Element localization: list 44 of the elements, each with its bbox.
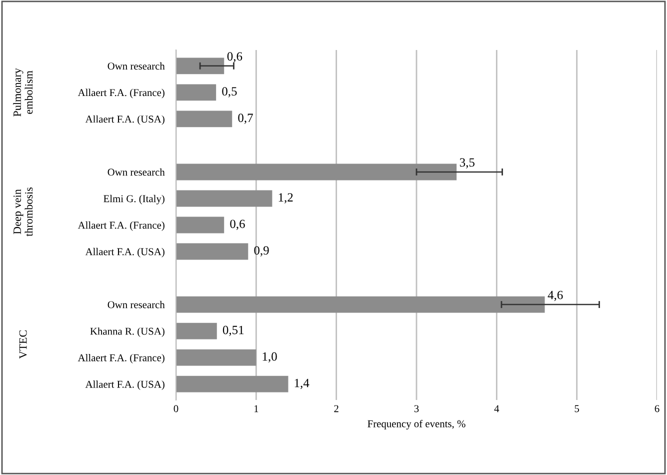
data-label: 4,6: [548, 290, 563, 302]
text: Deep vein thrombosis: [14, 187, 33, 236]
y-tick-label: Allaert F.A. (USA): [85, 115, 164, 125]
data-label: 0,6: [230, 220, 245, 230]
x-tick-label: 5: [574, 405, 580, 412]
y-tick-label: Own research: [108, 168, 165, 176]
bar: [176, 349, 256, 366]
data-label: 1,2: [278, 193, 293, 204]
y-tick-label: Allaert F.A. (France): [78, 88, 164, 98]
y-tick-label: Allaert F.A. (France): [78, 354, 164, 364]
bar: [176, 110, 232, 128]
y-tick-label: Elmi G. (Italy): [104, 194, 164, 204]
text: Pulmonary embolism: [13, 68, 33, 116]
data-label: 0,51: [222, 326, 244, 336]
x-tick-label: 3: [414, 405, 419, 412]
data-label: 1,4: [294, 378, 310, 390]
x-tick-label: 4: [494, 405, 500, 412]
x-tick-label: 2: [334, 405, 338, 412]
data-label: 0,9: [254, 246, 269, 256]
y-tick-label: Own research: [108, 62, 165, 70]
y-tick-label: Khanna R. (USA): [90, 327, 164, 337]
bar: [176, 376, 288, 392]
bar: [176, 164, 457, 180]
data-label: 0,7: [238, 114, 253, 124]
y-tick-label: Allaert F.A. (USA): [85, 248, 164, 258]
x-tick-label: 0: [174, 405, 178, 412]
data-label: 0,5: [222, 87, 237, 98]
x-tick-label: 6: [654, 405, 660, 412]
bar: [176, 243, 248, 260]
bar: [176, 190, 272, 207]
bar: [176, 216, 224, 234]
x-axis-title: Frequency of events, %: [368, 420, 466, 430]
y-tick-label: Own research: [108, 300, 165, 308]
data-label: 0,6: [227, 52, 242, 62]
bar: [176, 322, 217, 340]
x-tick-label: 1: [254, 405, 258, 412]
data-label: 1,0: [262, 352, 277, 363]
bar: [176, 58, 224, 74]
text: VTEC: [19, 330, 27, 359]
y-tick-label: Allaert F.A. (France): [78, 221, 164, 231]
bar: [176, 296, 545, 313]
data-label: 3,5: [460, 158, 474, 168]
bar: [176, 84, 216, 101]
y-tick-label: Allaert F.A. (USA): [85, 380, 164, 390]
